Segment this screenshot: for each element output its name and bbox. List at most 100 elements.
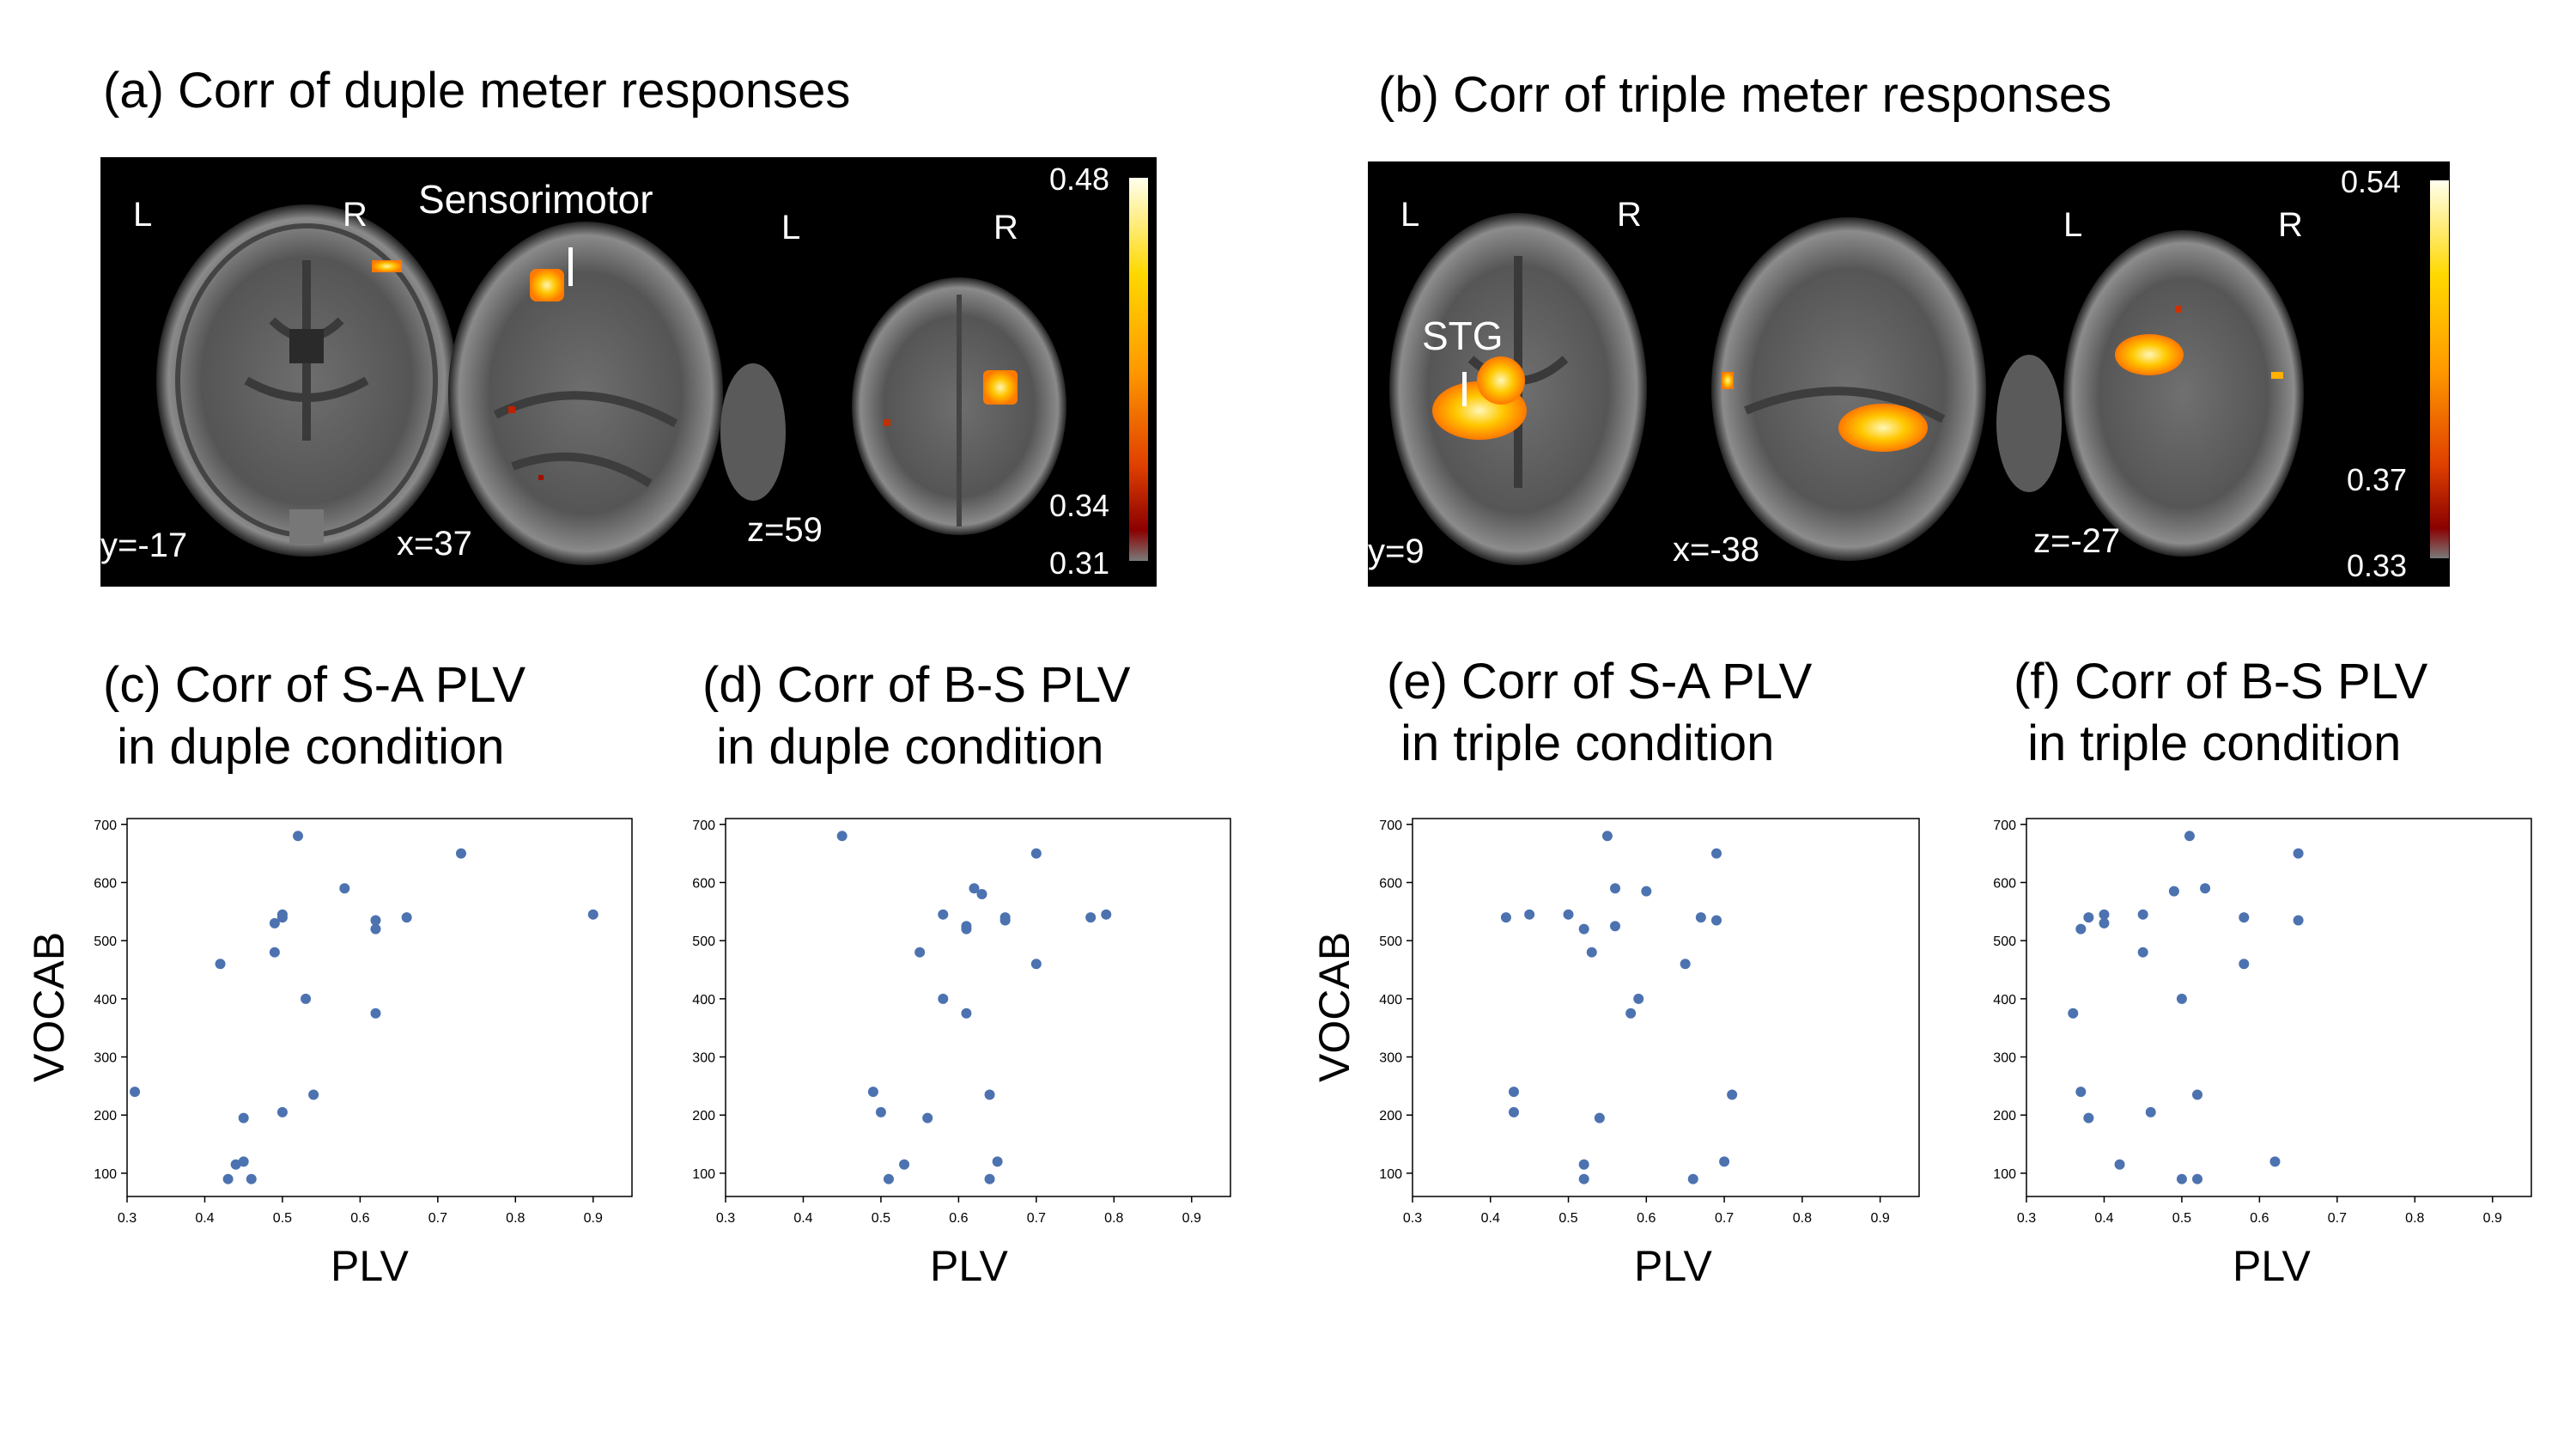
slice-coordinate: y=9: [1368, 533, 1425, 570]
data-point: [1509, 1106, 1519, 1117]
y-tick-label: 600: [1379, 876, 1402, 891]
data-point: [1687, 1173, 1698, 1184]
x-tick-label: 0.7: [1027, 1211, 1046, 1226]
data-point: [1586, 947, 1597, 958]
y-axis-label: VOCAB: [1310, 931, 1358, 1082]
data-point: [999, 912, 1011, 923]
data-point: [1500, 912, 1511, 923]
y-tick-label: 700: [1379, 819, 1402, 833]
brain-image-a: L R L R Sensorimotor y=-17 x=37 z=59 0.4…: [100, 157, 1157, 587]
x-axis-label: PLV: [1634, 1242, 1712, 1290]
y-tick-label: 700: [94, 819, 117, 833]
data-point: [1610, 883, 1620, 894]
coronal-slice-a: [156, 204, 457, 557]
y-tick-label: 200: [94, 1109, 117, 1123]
data-point: [1610, 921, 1620, 932]
data-point: [1578, 1159, 1589, 1170]
x-tick-label: 0.4: [793, 1211, 812, 1226]
x-tick-label: 0.6: [949, 1211, 968, 1226]
data-point: [370, 923, 381, 935]
data-point: [2083, 1112, 2094, 1123]
data-point: [2184, 831, 2195, 842]
slice-coordinate: x=37: [397, 525, 472, 563]
activation-blob: [983, 370, 1018, 405]
data-point: [1625, 1008, 1637, 1019]
data-point: [2099, 917, 2110, 928]
data-point: [2068, 1008, 2079, 1019]
data-point: [984, 1173, 995, 1184]
data-point: [2137, 947, 2148, 958]
y-tick-label: 200: [1993, 1109, 2016, 1123]
plot-frame: [1412, 818, 1920, 1197]
scatter-plot-e: 0.3 0.4 0.5 0.6 0.7 0.8 0.9 100 200 300 400 500 600 7…: [1379, 818, 1920, 1226]
y-tick-label: 300: [1993, 1051, 2016, 1066]
data-point: [269, 917, 280, 928]
x-tick-label: 0.4: [195, 1211, 214, 1226]
x-tick-label: 0.5: [2172, 1211, 2191, 1226]
data-point: [914, 947, 926, 958]
data-point: [1594, 1112, 1605, 1123]
data-point: [370, 915, 381, 926]
x-tick-label: 0.8: [506, 1211, 525, 1226]
x-tick-label: 0.3: [716, 1211, 735, 1226]
x-tick-label: 0.6: [350, 1211, 369, 1226]
data-point: [1641, 886, 1652, 897]
data-point: [992, 1156, 1003, 1167]
data-point: [899, 1159, 910, 1170]
data-point: [587, 909, 598, 920]
chart-e-title: (e) Corr of S-A PLV in triple condition: [1387, 654, 1813, 771]
data-point: [2137, 909, 2148, 920]
data-point: [1578, 1173, 1589, 1184]
data-point: [961, 923, 972, 935]
y-tick-label: 600: [94, 876, 117, 891]
slice-label-left: L: [133, 196, 153, 234]
data-point: [2099, 909, 2110, 920]
brain-image-b: L R L R STG y=9 x=-38 z=-27 0.54 0.37 0.…: [1368, 161, 2450, 587]
x-tick-label: 0.4: [2094, 1211, 2113, 1226]
sagittal-slice-b: [1711, 217, 2062, 561]
data-point: [293, 831, 304, 842]
slice-label-left: L: [781, 209, 801, 247]
y-tick-label: 100: [1379, 1167, 1402, 1182]
x-tick-label: 0.8: [1104, 1211, 1123, 1226]
data-point: [1711, 848, 1722, 859]
x-tick-label: 0.8: [2405, 1211, 2424, 1226]
data-point: [1524, 909, 1535, 920]
data-point: [836, 831, 848, 842]
data-point: [984, 1089, 995, 1100]
x-tick-label: 0.7: [428, 1211, 447, 1226]
data-point: [238, 1112, 249, 1123]
data-point: [969, 883, 980, 894]
y-tick-label: 500: [692, 935, 715, 949]
data-point: [867, 1087, 878, 1098]
data-point: [2239, 959, 2250, 970]
y-tick-label: 700: [692, 819, 715, 833]
data-point: [301, 993, 312, 1004]
data-point: [269, 947, 280, 958]
activation-blob: [2115, 334, 2184, 375]
axial-slice-b: [2063, 230, 2304, 557]
x-tick-label: 0.5: [1558, 1211, 1577, 1226]
data-point: [1101, 909, 1112, 920]
x-tick-label: 0.7: [2328, 1211, 2347, 1226]
coronal-slice-b: [1389, 213, 1647, 565]
data-point: [1633, 993, 1644, 1004]
x-axis-label: PLV: [930, 1242, 1008, 1290]
axial-slice-a: [852, 277, 1066, 535]
panel-b-title: (b) Corr of triple meter responses: [1378, 67, 2112, 123]
data-point: [339, 883, 350, 894]
activation-blob: [1838, 404, 1928, 452]
slice-label-right: R: [993, 209, 1018, 247]
data-point: [276, 909, 288, 920]
colorbar-mid: 0.37: [2347, 462, 2408, 497]
x-tick-label: 0.4: [1481, 1211, 1500, 1226]
y-tick-label: 700: [1993, 819, 2016, 833]
y-tick-label: 200: [1379, 1109, 1402, 1123]
slice-coordinate: z=59: [747, 511, 823, 549]
data-point: [1719, 1156, 1730, 1167]
data-point: [922, 1112, 933, 1123]
data-point: [1085, 912, 1097, 923]
x-tick-label: 0.9: [2483, 1211, 2502, 1226]
data-point: [2192, 1173, 2203, 1184]
colorbar-a: [1129, 178, 1148, 561]
